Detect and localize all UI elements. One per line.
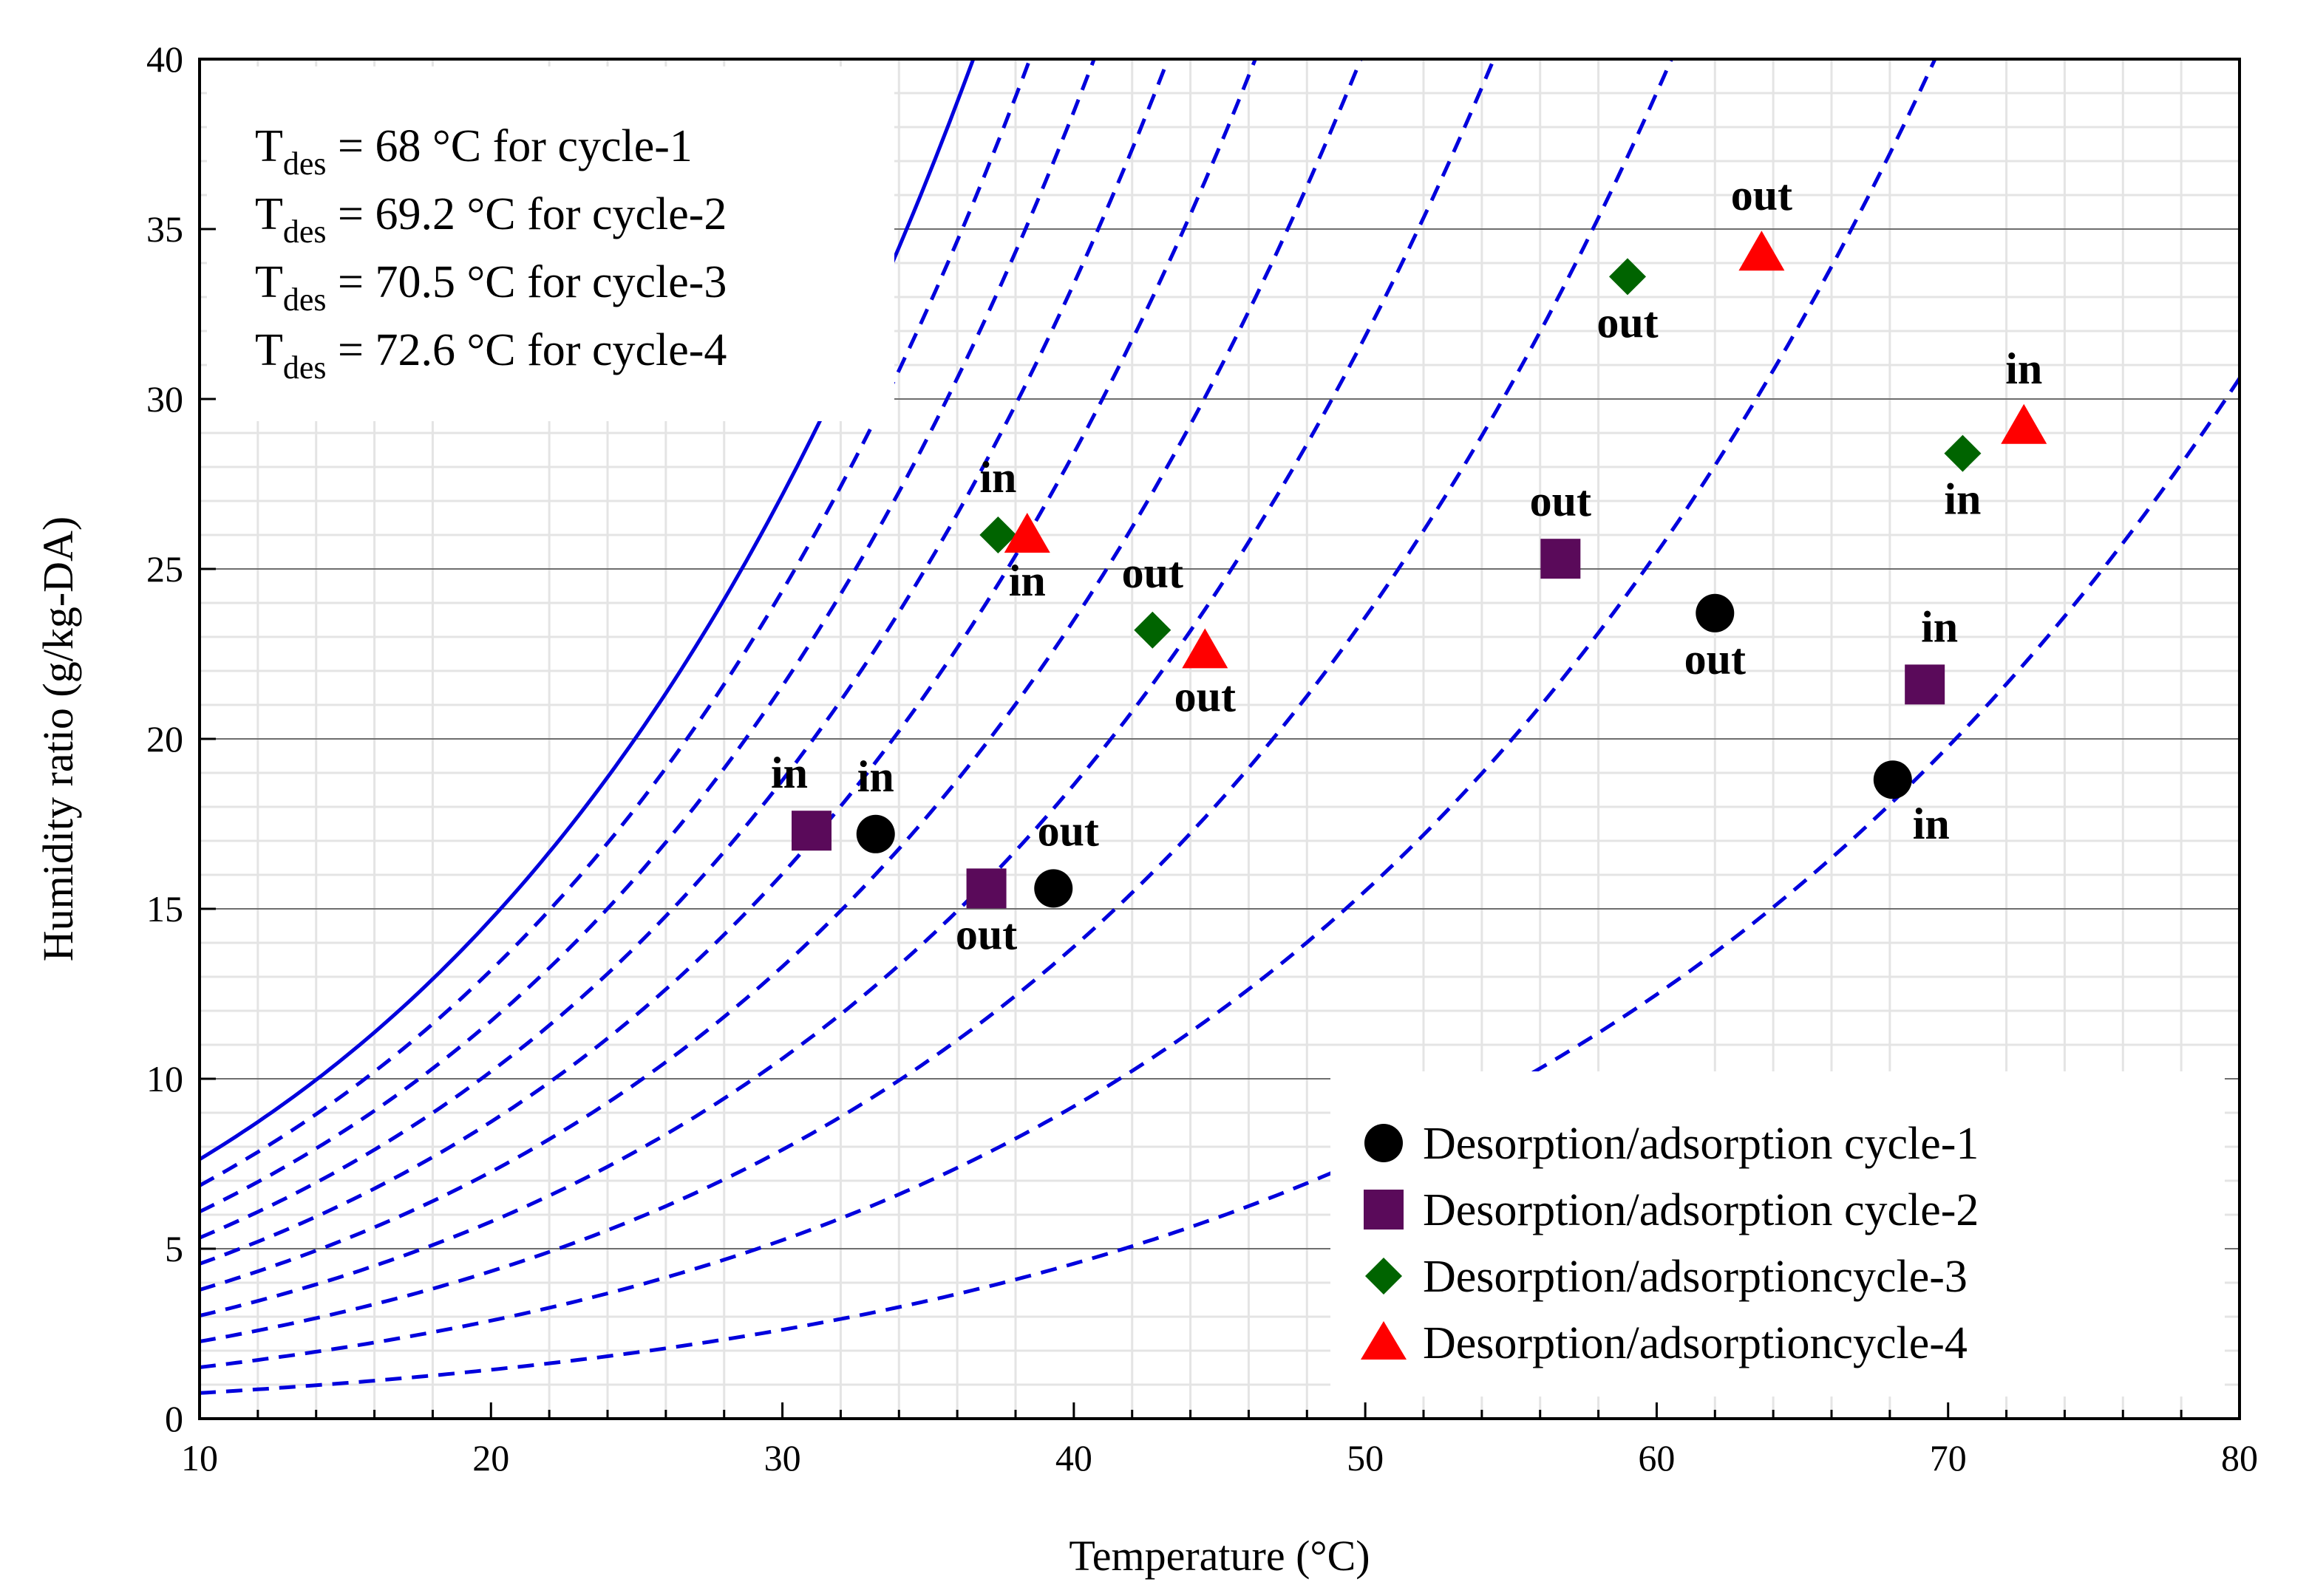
annotation-line-3: Tdes = 70.5 °C for cycle-3 [255, 257, 727, 318]
annotation-box-bg [207, 66, 894, 421]
rh-curve-20 [200, 59, 1937, 1369]
x-tick-label: 40 [1055, 1437, 1092, 1479]
saturation-curve [200, 59, 976, 1162]
point-triangle-out [1738, 231, 1785, 271]
legend-label-cycle-3: Desorption/adsorptioncycle-3 [1423, 1252, 1968, 1302]
annotation-line-2: Tdes = 69.2 °C for cycle-2 [255, 189, 727, 250]
x-tick-label: 10 [181, 1437, 218, 1479]
x-tick-label: 70 [1930, 1437, 1967, 1479]
point-triangle-out [1182, 628, 1228, 669]
legend-label-cycle-2: Desorption/adsorption cycle-2 [1423, 1185, 1979, 1235]
rh-curve-90 [200, 59, 1033, 1187]
x-tick-label: 20 [472, 1437, 509, 1479]
point-triangle-in [1004, 513, 1050, 553]
x-tick-label: 50 [1347, 1437, 1384, 1479]
y-tick-label: 35 [146, 208, 183, 250]
y-axis-label: Humidity ratio (g/kg-DA) [34, 516, 82, 961]
point-circle-out [1034, 869, 1073, 908]
legend: Desorption/adsorption cycle-1 Desorption… [1361, 1119, 1979, 1368]
point-label-in: in [979, 453, 1016, 502]
point-label-out: out [1038, 806, 1099, 855]
y-tick-label: 15 [146, 888, 183, 930]
x-axis-label: Temperature (°C) [1069, 1532, 1370, 1580]
point-label-in: in [1944, 475, 1981, 524]
rh-curves [200, 59, 2240, 1395]
legend-marker-square [1364, 1190, 1404, 1230]
point-square-in [1905, 664, 1945, 705]
y-tick-label: 10 [146, 1058, 183, 1099]
point-label-in: in [2005, 344, 2042, 393]
rh-curve-30 [200, 59, 1674, 1344]
point-label-out: out [1731, 171, 1792, 219]
point-diamond-out [1134, 611, 1171, 649]
y-tick-label: 20 [146, 718, 183, 760]
point-label-in: in [1913, 799, 1950, 848]
point-diamond-out [1609, 258, 1646, 296]
point-label-out: out [1174, 672, 1236, 720]
legend-label-cycle-4: Desorption/adsorptioncycle-4 [1423, 1318, 1968, 1368]
y-tick-label: 5 [165, 1228, 183, 1269]
point-square-out [1540, 539, 1581, 579]
point-label-out: out [1122, 548, 1183, 597]
annotation-line-1: Tdes = 68 °C for cycle-1 [255, 121, 693, 182]
legend-marker-circle [1364, 1124, 1403, 1162]
point-triangle-in [2001, 403, 2047, 444]
point-circle-in [856, 814, 895, 853]
y-tick-label: 0 [165, 1398, 183, 1439]
rh-curve-60 [200, 59, 1258, 1266]
y-tick-label: 40 [146, 38, 183, 80]
rh-curve-50 [200, 59, 1363, 1292]
y-tick-label: 30 [146, 378, 183, 420]
point-diamond-in [979, 516, 1017, 553]
point-label-in: in [1921, 602, 1958, 651]
y-tick-label: 25 [146, 548, 183, 590]
point-label-out: out [1530, 477, 1591, 525]
point-label-in: in [857, 752, 894, 801]
legend-box-bg [1330, 1071, 2225, 1396]
legend-label-cycle-1: Desorption/adsorption cycle-1 [1423, 1119, 1979, 1169]
point-label-in: in [1009, 556, 1046, 605]
point-label-in: in [771, 748, 808, 797]
x-tick-label: 30 [764, 1437, 801, 1479]
point-square-out [966, 868, 1007, 909]
legend-marker-triangle [1361, 1321, 1407, 1360]
point-square-in [792, 811, 832, 851]
point-circle-in [1873, 760, 1912, 799]
point-label-out: out [956, 910, 1017, 958]
point-circle-out [1696, 593, 1735, 632]
point-label-out: out [1596, 298, 1658, 347]
x-tick-label: 80 [2221, 1437, 2258, 1479]
x-tick-label: 60 [1638, 1437, 1675, 1479]
plot-frame [198, 58, 2241, 1420]
legend-marker-diamond [1365, 1258, 1402, 1295]
point-diamond-in [1944, 434, 1982, 472]
rh-curve-70 [200, 59, 1171, 1240]
annotation-line-4: Tdes = 72.6 °C for cycle-4 [255, 325, 727, 386]
point-label-out: out [1684, 635, 1746, 683]
rh-curve-80 [200, 59, 1096, 1214]
